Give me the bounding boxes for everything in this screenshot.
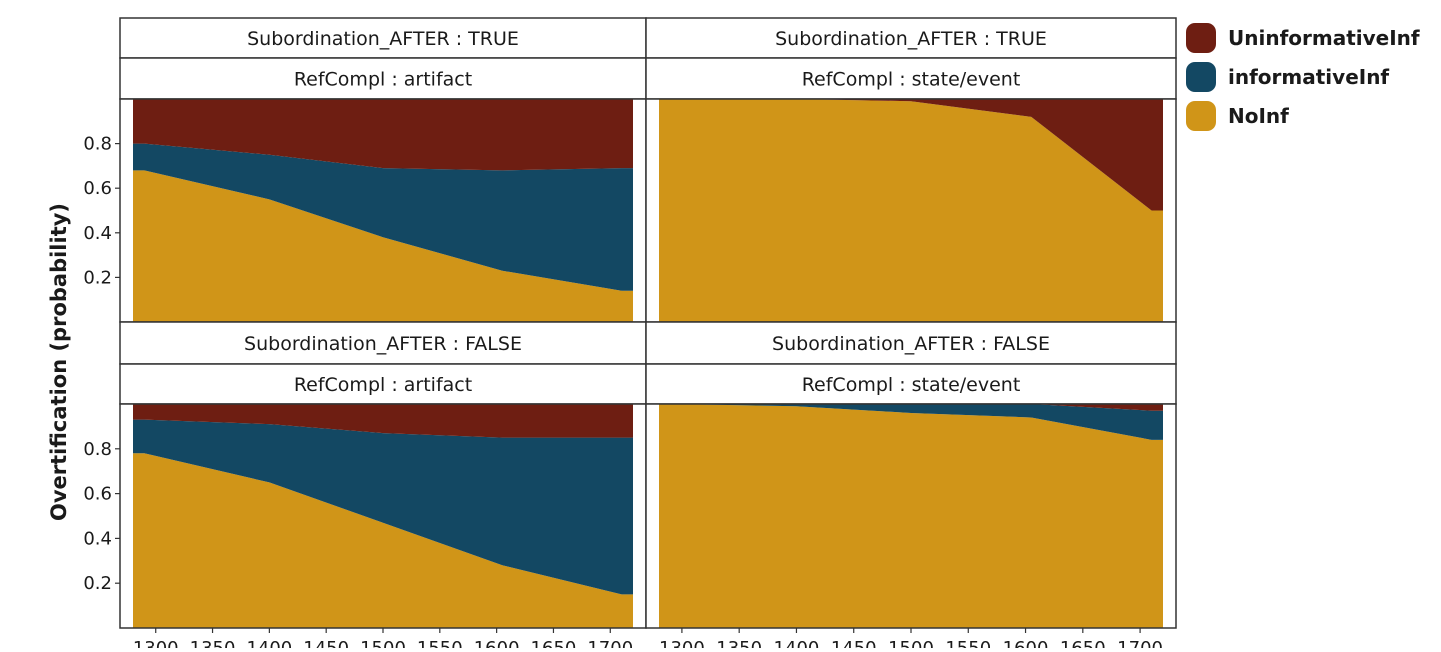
x-tick-label: 1300 <box>659 638 705 648</box>
facet-strip-bottom <box>645 363 1177 405</box>
facet-strip-bottom-label: RefCompl : artifact <box>294 374 472 396</box>
legend: UninformativeInf informativeInf NoInf <box>1186 18 1420 135</box>
x-tick-label: 1400 <box>246 638 292 648</box>
x-tick-label: 1450 <box>303 638 349 648</box>
facet-strip-bottom-label: RefCompl : state/event <box>802 69 1021 91</box>
facet-strip-top <box>119 17 647 59</box>
area-uninformativeinf <box>133 404 633 438</box>
facet-strip-bottom-label: RefCompl : state/event <box>802 374 1021 396</box>
y-tick-label: 0.2 <box>83 267 112 288</box>
area-uninformativeinf <box>659 99 1163 211</box>
y-tick-label: 0.4 <box>83 223 112 244</box>
y-tick-label: 0.6 <box>83 178 112 199</box>
legend-swatch-uninformativeinf <box>1186 22 1216 53</box>
legend-item-noinf: NoInf <box>1186 96 1420 135</box>
area-informativeinf <box>659 404 1163 440</box>
x-tick-label: 1500 <box>888 638 934 648</box>
facet-strip-top <box>645 17 1177 59</box>
x-tick-label: 1400 <box>774 638 820 648</box>
x-tick-label: 1500 <box>360 638 406 648</box>
area-uninformativeinf <box>133 99 633 171</box>
area-noinf <box>659 99 1163 322</box>
x-tick-label: 1700 <box>1117 638 1163 648</box>
legend-swatch-informativeinf <box>1186 61 1216 92</box>
x-tick-label: 1650 <box>1060 638 1106 648</box>
legend-label: NoInf <box>1228 103 1289 128</box>
legend-label: UninformativeInf <box>1228 25 1420 50</box>
area-informativeinf <box>133 419 633 595</box>
facet-strip-top-label: Subordination_AFTER : TRUE <box>775 28 1047 50</box>
facet-strip-top-label: Subordination_AFTER : FALSE <box>772 333 1050 355</box>
x-tick-label: 1350 <box>716 638 762 648</box>
x-tick-label: 1600 <box>1003 638 1049 648</box>
x-tick-label: 1450 <box>831 638 877 648</box>
x-tick-label: 1550 <box>945 638 991 648</box>
x-tick-label: 1600 <box>474 638 520 648</box>
legend-item-informativeinf: informativeInf <box>1186 57 1420 96</box>
y-tick-label: 0.8 <box>83 134 112 155</box>
legend-item-uninformativeinf: UninformativeInf <box>1186 18 1420 57</box>
facet-panel: Subordination_AFTER : TRUE RefCompl : art… <box>83 17 647 323</box>
facet-panel: Subordination_AFTER : TRUE RefCompl : sta… <box>645 17 1177 323</box>
facet-strip-top-label: Subordination_AFTER : TRUE <box>247 28 519 50</box>
y-tick-label: 0.6 <box>83 484 112 505</box>
legend-swatch-noinf <box>1186 100 1216 131</box>
facet-strip-top-label: Subordination_AFTER : FALSE <box>244 333 522 355</box>
x-tick-label: 1700 <box>587 638 633 648</box>
facet-panel: Subordination_AFTER : FALSE RefCompl : st… <box>645 321 1177 652</box>
y-tick-label: 0.8 <box>83 439 112 460</box>
facet-strip-bottom-label: RefCompl : artifact <box>294 69 472 91</box>
area-noinf <box>133 170 633 322</box>
area-informativeinf <box>133 143 633 291</box>
x-tick-label: 1300 <box>133 638 179 648</box>
area-noinf <box>133 453 633 628</box>
x-tick-label: 1650 <box>531 638 577 648</box>
x-tick-label: 1550 <box>417 638 463 648</box>
facet-panel: Subordination_AFTER : FALSE RefCompl : ar… <box>83 321 647 652</box>
x-tick-label: 1350 <box>190 638 236 648</box>
y-tick-label: 0.2 <box>83 573 112 594</box>
facet-strip-bottom <box>119 57 647 100</box>
area-noinf <box>659 404 1163 628</box>
y-axis-label: Overtification (probability) <box>47 203 71 521</box>
legend-label: informativeInf <box>1228 64 1390 89</box>
facet-strip-bottom <box>645 57 1177 100</box>
facet-strip-top <box>119 321 647 365</box>
y-tick-label: 0.4 <box>83 528 112 549</box>
